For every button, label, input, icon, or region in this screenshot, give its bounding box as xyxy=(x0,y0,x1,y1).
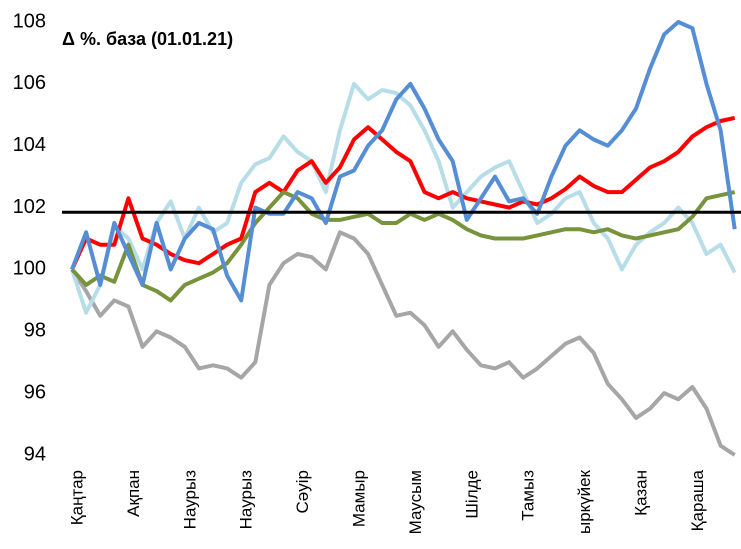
x-tick-label: Тамыз xyxy=(519,470,538,521)
y-tick-label: 96 xyxy=(24,381,46,403)
x-tick-label: Ақпан xyxy=(124,470,143,517)
x-tick-label: Қараша xyxy=(688,469,707,531)
x-tick-label: Маусым xyxy=(406,470,425,534)
y-tick-label: 100 xyxy=(13,258,46,280)
series-line xyxy=(70,20,737,303)
y-tick-label: 108 xyxy=(13,10,46,32)
y-tick-label: 106 xyxy=(13,72,46,94)
y-tick-label: 94 xyxy=(24,443,46,465)
x-tick-label: Мамыр xyxy=(349,470,368,527)
series-line xyxy=(70,81,737,315)
x-tick-label: Қазан xyxy=(631,470,650,516)
x-tick-label: Қаңтар xyxy=(67,470,86,525)
y-tick-label: 98 xyxy=(24,320,46,342)
y-tick-label: 104 xyxy=(13,134,46,156)
x-tick-label: Сәуір xyxy=(293,470,312,513)
chart-title: Δ %. база (01.01.21) xyxy=(62,29,233,49)
x-tick-label: Шілде xyxy=(462,470,481,519)
x-tick-label: ыркүйек xyxy=(575,469,594,534)
x-tick-label: Наурыз xyxy=(237,470,256,530)
series-line xyxy=(70,190,736,303)
x-tick-label: Наурыз xyxy=(180,470,199,530)
series-line xyxy=(70,230,736,457)
series-line xyxy=(70,115,736,271)
y-tick-label: 102 xyxy=(13,196,46,218)
